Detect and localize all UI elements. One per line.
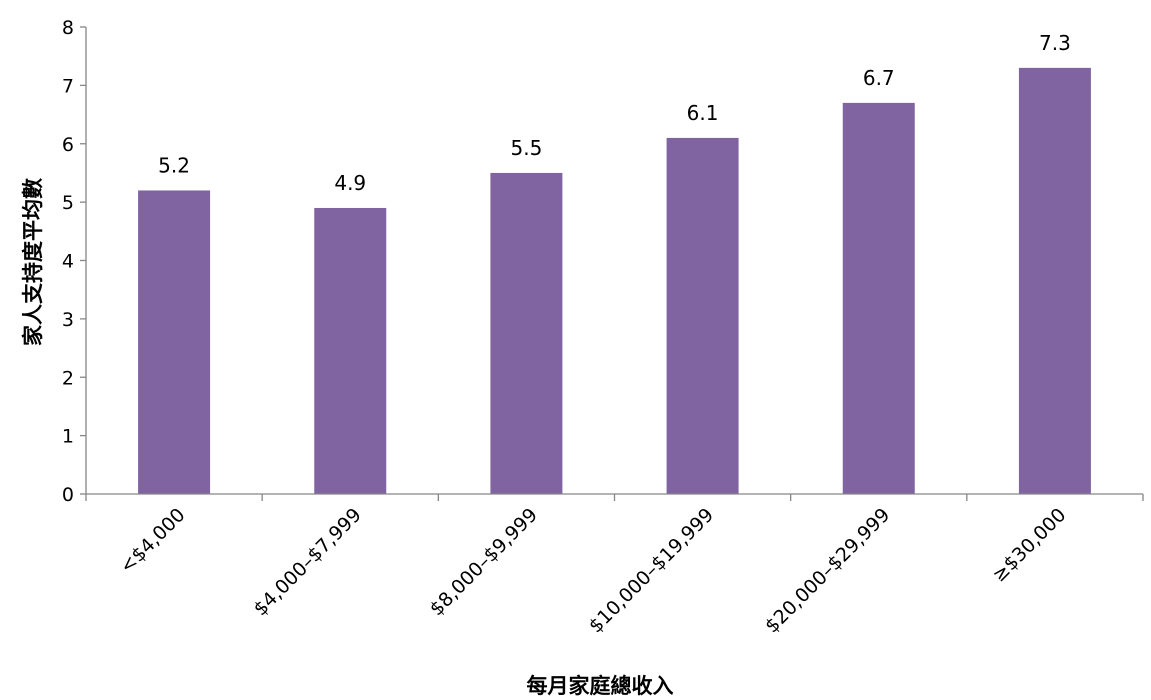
bar-data-label: 6.1 [687,101,719,125]
x-category-label: <$4,000 [116,504,190,578]
bar-data-label: 7.3 [1039,31,1071,55]
x-category-label: ≥$30,000 [988,504,1070,586]
x-category-label: $4,000–$7,999 [249,504,365,620]
y-tick-label: 2 [62,367,74,389]
bar [1018,67,1091,495]
bars-layer [138,67,1091,495]
bar-data-label: 5.2 [158,153,190,177]
bar-data-label: 6.7 [863,66,895,90]
bar-data-label: 5.5 [511,136,543,160]
y-ticks: 0 1 2 3 4 5 6 7 8 [62,17,86,506]
y-tick-label: 5 [62,192,74,214]
y-tick-label: 1 [62,426,74,448]
y-tick-label: 8 [62,17,74,39]
bar [490,172,563,494]
bar [314,207,387,494]
y-tick-label: 6 [62,134,74,156]
data-labels: 5.2 4.9 5.5 6.1 6.7 7.3 [158,31,1071,195]
x-category-label: $10,000–$19,999 [585,504,718,637]
y-axis-title: 家人支持度平均數 [21,178,45,346]
y-tick-label: 4 [62,251,74,273]
x-category-label: $20,000–$29,999 [761,504,894,637]
axes-layer [85,27,1143,495]
y-tick-label: 7 [62,75,74,97]
bar [666,137,739,494]
y-tick-label: 0 [62,484,74,506]
x-category-label: $8,000–$9,999 [426,504,542,620]
bar [138,190,211,494]
bar-data-label: 4.9 [334,171,366,195]
bar [842,102,915,494]
y-tick-label: 3 [62,309,74,331]
x-ticks: <$4,000 $4,000–$7,999 $8,000–$9,999 $10,000… [85,494,1144,637]
x-axis-title: 每月家庭總收入 [527,674,674,698]
